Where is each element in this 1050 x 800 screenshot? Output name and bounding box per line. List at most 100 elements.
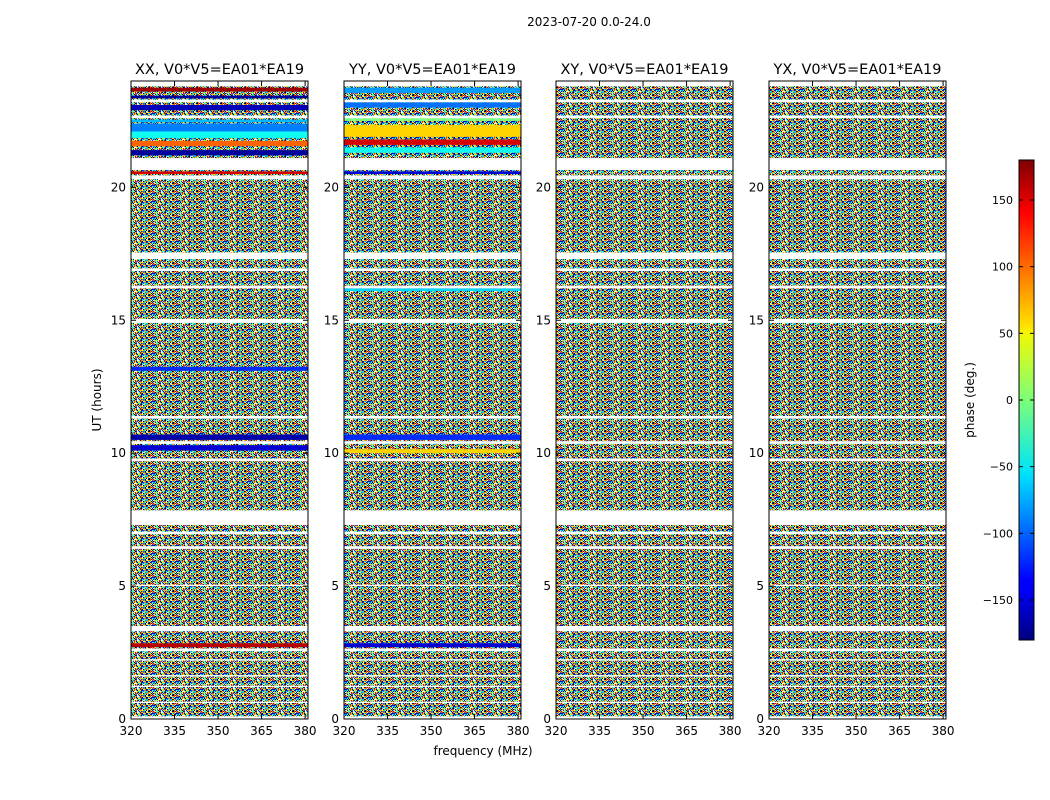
- heatmap-panels: XX, V0*V5=EA01*EA19 320 335 350 365 380 0 5 10 15…: [111, 62, 955, 738]
- flagged-band: [344, 701, 521, 704]
- flagged-band: [344, 584, 521, 587]
- x-tick-label: 320: [333, 724, 356, 738]
- flagged-band: [769, 716, 946, 719]
- flagged-band: [769, 625, 946, 632]
- flagged-band: [556, 458, 733, 462]
- y-tick-label: 20: [749, 180, 764, 194]
- phase-band: [131, 366, 308, 371]
- flagged-band: [556, 648, 733, 652]
- flagged-band: [556, 625, 733, 632]
- phase-band: [131, 104, 308, 111]
- flagged-band: [769, 441, 946, 444]
- x-tick-label: 335: [163, 724, 186, 738]
- flagged-band: [344, 625, 521, 632]
- phase-band: [344, 449, 521, 454]
- x-tick-label: 335: [376, 724, 399, 738]
- flagged-band: [131, 659, 308, 661]
- phase-band: [131, 140, 308, 147]
- flagged-band: [556, 115, 733, 119]
- flagged-band: [344, 99, 521, 103]
- x-tick-label: 350: [845, 724, 868, 738]
- flagged-band: [344, 716, 521, 719]
- panel-frame: [130, 80, 309, 720]
- flagged-band: [769, 458, 946, 462]
- flagged-band: [131, 415, 308, 419]
- x-tick-label: 380: [932, 724, 955, 738]
- x-tick-label: 335: [801, 724, 824, 738]
- colorbar-tick-label: −50: [990, 461, 1013, 474]
- phase-band: [131, 171, 308, 175]
- x-tick-label: 380: [507, 724, 530, 738]
- phase-band: [344, 87, 521, 93]
- flagged-band: [769, 318, 946, 323]
- phase-band: [344, 124, 521, 137]
- phase-band: [131, 87, 308, 92]
- colorbar-label: phase (deg.): [963, 362, 977, 438]
- flagged-band: [556, 158, 733, 171]
- flagged-band: [556, 584, 733, 587]
- flagged-band: [769, 648, 946, 652]
- flagged-band: [769, 81, 946, 87]
- colorbar-tick-label: −100: [983, 527, 1013, 540]
- y-tick-label: 15: [111, 313, 126, 327]
- y-tick-label: 10: [749, 446, 764, 460]
- flagged-band: [344, 648, 521, 652]
- flagged-band: [131, 81, 308, 87]
- flagged-band: [344, 268, 521, 272]
- flagged-band: [344, 458, 521, 462]
- flagged-band: [556, 252, 733, 260]
- flagged-band: [131, 99, 308, 103]
- flagged-band: [131, 625, 308, 632]
- flagged-band: [556, 81, 733, 87]
- phase-band: [344, 643, 521, 648]
- flagged-band: [131, 268, 308, 272]
- phase-band: [131, 150, 308, 156]
- flagged-band: [769, 685, 946, 688]
- phase-band: [131, 445, 308, 451]
- x-tick-label: 320: [545, 724, 568, 738]
- y-tick-label: 15: [536, 313, 551, 327]
- phase-band: [344, 139, 521, 145]
- colorbar-ticks: −150 −100 −50 0 50 100 150: [983, 194, 1034, 607]
- flagged-band: [344, 659, 521, 661]
- y-tick-label: 15: [749, 313, 764, 327]
- phase-band: [344, 102, 521, 108]
- flagged-band: [131, 158, 308, 171]
- flagged-band: [769, 675, 946, 677]
- flagged-band: [131, 441, 308, 444]
- y-tick-label: 0: [756, 712, 764, 726]
- flagged-band: [769, 659, 946, 661]
- x-tick-label: 320: [120, 724, 143, 738]
- flagged-band: [131, 252, 308, 260]
- y-tick-label: 10: [324, 446, 339, 460]
- y-tick-label: 10: [536, 446, 551, 460]
- x-tick-label: 350: [420, 724, 443, 738]
- flagged-band: [556, 685, 733, 688]
- y-tick-label: 20: [324, 180, 339, 194]
- colorbar: −150 −100 −50 0 50 100 150 phase (deg.): [963, 159, 1035, 641]
- y-tick-label: 5: [331, 579, 339, 593]
- flagged-band: [131, 716, 308, 719]
- flagged-band: [131, 584, 308, 587]
- flagged-band: [556, 675, 733, 677]
- panel-title: YX, V0*V5=EA01*EA19: [772, 62, 941, 78]
- x-tick-label: 320: [758, 724, 781, 738]
- flagged-band: [131, 510, 308, 525]
- flagged-band: [556, 415, 733, 419]
- phase-band: [344, 147, 521, 153]
- phase-band: [131, 123, 308, 132]
- x-tick-label: 365: [250, 724, 273, 738]
- flagged-band: [131, 675, 308, 677]
- flagged-band: [556, 285, 733, 289]
- y-tick-label: 5: [118, 579, 126, 593]
- flagged-band: [344, 415, 521, 419]
- flagged-band: [344, 675, 521, 677]
- figure-suptitle: 2023-07-20 0.0-24.0: [527, 15, 651, 29]
- panel-yy-1: YY, V0*V5=EA01*EA19 320 335 350 365 380 0 5 10 15…: [324, 62, 530, 738]
- flagged-band: [556, 175, 733, 180]
- flagged-band: [131, 458, 308, 462]
- flagged-band: [769, 285, 946, 289]
- flagged-band: [131, 175, 308, 180]
- flagged-band: [344, 81, 521, 87]
